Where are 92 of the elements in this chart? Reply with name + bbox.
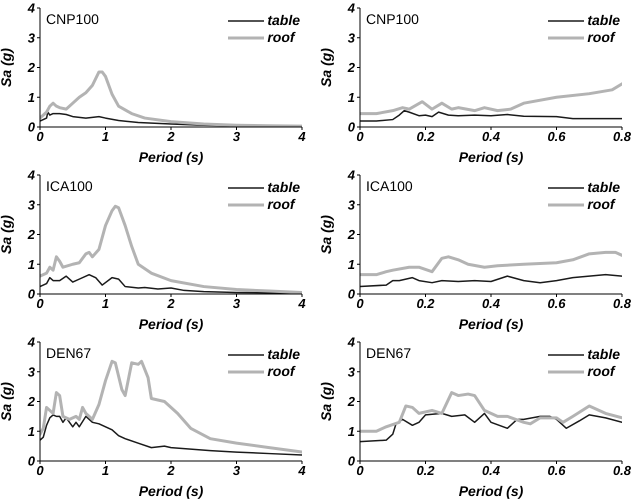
y-tick-label: 4 — [26, 168, 36, 183]
x-tick-label: 0.8 — [612, 463, 632, 478]
y-tick-label: 3 — [28, 197, 36, 212]
x-tick-label: 0.6 — [547, 463, 566, 478]
x-tick-label: 0.6 — [547, 296, 566, 312]
y-tick-label: 3 — [28, 30, 36, 46]
x-tick-label: 0.4 — [482, 463, 501, 478]
line-series — [360, 274, 622, 288]
y-tick-label: 0 — [348, 454, 356, 469]
y-tick-label: 4 — [346, 334, 356, 350]
y-tick-label: 1 — [348, 90, 355, 105]
y-tick-label: 1 — [348, 424, 355, 439]
legend-label: table — [267, 346, 300, 363]
x-axis-title: Period (s) — [458, 149, 524, 165]
y-tick-label: 2 — [346, 394, 356, 410]
line-series — [40, 360, 302, 454]
x-tick-label: 2 — [166, 463, 176, 478]
x-tick-label: 0.2 — [416, 463, 436, 478]
y-tick-label: 3 — [28, 364, 36, 380]
legend-label: table — [267, 12, 300, 29]
y-tick-label: 0 — [28, 454, 36, 469]
x-tick-label: 3 — [232, 129, 241, 144]
x-tick-label: 0.2 — [416, 296, 436, 312]
x-tick-label: 1 — [102, 296, 110, 312]
legend-label: roof — [587, 29, 615, 46]
y-tick-label: 0 — [28, 120, 36, 135]
x-tick-label: 0.4 — [482, 129, 501, 144]
x-tick-label: 1 — [102, 463, 110, 478]
y-axis-title: Sa (g) — [318, 382, 334, 421]
x-axis-title: Period (s) — [138, 483, 204, 499]
y-tick-label: 1 — [28, 256, 35, 272]
y-tick-label: 4 — [346, 168, 356, 183]
y-tick-label: 0 — [348, 120, 356, 135]
y-tick-label: 2 — [26, 394, 36, 410]
legend-label: roof — [267, 363, 295, 380]
y-tick-label: 0 — [28, 286, 36, 302]
chart-title: ICA100 — [366, 178, 413, 194]
y-tick-label: 2 — [346, 60, 356, 76]
x-tick-label: 0.4 — [482, 296, 501, 312]
chart-title: ICA100 — [46, 178, 93, 194]
y-tick-label: 4 — [26, 0, 36, 16]
legend-label: roof — [267, 196, 295, 213]
x-tick-label: 2 — [166, 296, 176, 312]
chart-title: DEN67 — [46, 345, 92, 361]
line-series — [360, 412, 622, 442]
x-tick-label: 4 — [297, 129, 306, 144]
y-axis-title: Sa (g) — [318, 214, 334, 254]
y-axis-title: Sa (g) — [318, 48, 334, 87]
y-tick-label: 2 — [26, 227, 36, 242]
x-axis-title: Period (s) — [138, 316, 204, 332]
legend-label: table — [587, 12, 620, 29]
x-tick-label: 0.6 — [547, 129, 566, 144]
y-axis-title: Sa (g) — [0, 214, 14, 254]
y-axis-title: Sa (g) — [0, 382, 14, 421]
y-axis-title: Sa (g) — [0, 48, 14, 87]
x-tick-label: 3 — [232, 296, 241, 312]
chart-title: CNP100 — [366, 11, 419, 27]
y-tick-label: 3 — [348, 30, 356, 46]
legend-label: roof — [587, 196, 615, 213]
legend-label: table — [587, 346, 620, 363]
x-axis-title: Period (s) — [458, 316, 524, 332]
y-tick-label: 0 — [348, 286, 356, 302]
line-series — [360, 391, 622, 433]
chart-title: DEN67 — [366, 345, 412, 361]
y-tick-label: 3 — [348, 197, 356, 212]
x-tick-label: 0.8 — [612, 296, 632, 312]
x-axis-title: Period (s) — [138, 149, 204, 165]
x-tick-label: 0.8 — [612, 129, 632, 144]
x-axis-title: Period (s) — [458, 483, 524, 499]
x-tick-label: 4 — [297, 296, 306, 312]
y-tick-label: 1 — [28, 424, 35, 439]
y-tick-label: 2 — [26, 60, 36, 76]
x-tick-label: 1 — [102, 129, 110, 144]
chart-title: CNP100 — [46, 11, 99, 27]
line-series — [360, 82, 622, 116]
x-tick-label: 4 — [297, 463, 306, 478]
x-tick-label: 0.2 — [416, 129, 436, 144]
y-tick-label: 4 — [346, 0, 356, 16]
legend-label: table — [267, 179, 300, 196]
x-tick-label: 2 — [166, 129, 176, 144]
y-tick-label: 3 — [348, 364, 356, 380]
legend-label: roof — [587, 363, 615, 380]
legend-label: roof — [267, 29, 295, 46]
legend-label: table — [587, 179, 620, 196]
line-series — [360, 250, 622, 276]
y-tick-label: 4 — [26, 334, 36, 350]
line-series — [40, 414, 302, 456]
y-tick-label: 1 — [348, 256, 355, 272]
y-tick-label: 1 — [28, 90, 35, 105]
x-tick-label: 3 — [232, 463, 241, 478]
line-series — [360, 110, 622, 122]
y-tick-label: 2 — [346, 227, 356, 242]
